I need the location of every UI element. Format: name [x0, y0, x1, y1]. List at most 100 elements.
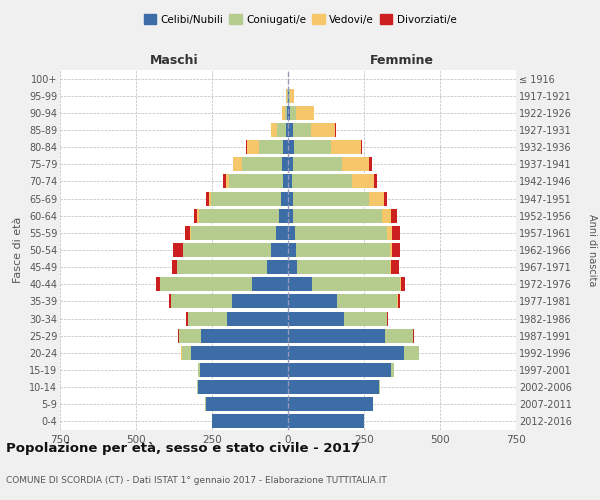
Text: Femmine: Femmine [370, 54, 434, 66]
Bar [397, 294, 398, 308]
Bar [173, 243, 182, 257]
Bar [251, 278, 288, 291]
Legend: Celibi/Nubili, Coniugati/e, Vedovi/e, Divorziati/e: Celibi/Nubili, Coniugati/e, Vedovi/e, Di… [139, 10, 461, 29]
Bar [288, 88, 289, 102]
Bar [282, 158, 288, 172]
Bar [392, 243, 400, 257]
Bar [227, 312, 288, 326]
Bar [186, 312, 188, 326]
Bar [229, 174, 283, 188]
Bar [271, 123, 277, 137]
Bar [344, 312, 387, 326]
Bar [288, 346, 404, 360]
Bar [288, 123, 293, 137]
Text: Popolazione per età, sesso e stato civile - 2017: Popolazione per età, sesso e stato civil… [6, 442, 360, 455]
Bar [182, 243, 183, 257]
Bar [200, 363, 288, 377]
Bar [390, 260, 391, 274]
Bar [335, 123, 336, 137]
Bar [337, 294, 397, 308]
Bar [313, 278, 400, 291]
Bar [177, 260, 267, 274]
Bar [391, 363, 394, 377]
Bar [197, 380, 199, 394]
Bar [179, 328, 202, 342]
Bar [331, 140, 361, 154]
Bar [191, 226, 276, 240]
Bar [288, 278, 313, 291]
Bar [288, 414, 364, 428]
Bar [194, 208, 197, 222]
Text: Maschi: Maschi [149, 54, 199, 66]
Bar [211, 192, 281, 205]
Bar [295, 226, 388, 240]
Bar [342, 158, 370, 172]
Bar [169, 294, 171, 308]
Bar [398, 294, 400, 308]
Bar [352, 174, 374, 188]
Bar [385, 328, 413, 342]
Bar [400, 278, 401, 291]
Bar [292, 174, 352, 188]
Bar [294, 140, 331, 154]
Bar [282, 106, 284, 120]
Bar [199, 380, 288, 394]
Bar [293, 192, 368, 205]
Bar [382, 208, 391, 222]
Bar [288, 328, 385, 342]
Bar [191, 346, 288, 360]
Bar [232, 294, 288, 308]
Bar [226, 174, 229, 188]
Bar [288, 294, 337, 308]
Bar [188, 312, 227, 326]
Bar [391, 260, 399, 274]
Bar [392, 226, 400, 240]
Bar [197, 208, 199, 222]
Bar [288, 208, 293, 222]
Bar [288, 192, 293, 205]
Bar [290, 106, 296, 120]
Bar [280, 208, 288, 222]
Bar [160, 278, 251, 291]
Bar [293, 208, 382, 222]
Bar [404, 346, 419, 360]
Bar [384, 192, 388, 205]
Bar [288, 158, 293, 172]
Bar [212, 414, 288, 428]
Bar [368, 192, 384, 205]
Bar [190, 226, 191, 240]
Text: Anni di nascita: Anni di nascita [587, 214, 597, 286]
Bar [233, 158, 242, 172]
Bar [281, 192, 288, 205]
Bar [391, 208, 397, 222]
Bar [209, 192, 211, 205]
Bar [182, 346, 191, 360]
Bar [293, 158, 342, 172]
Bar [288, 226, 295, 240]
Bar [390, 243, 392, 257]
Bar [361, 140, 362, 154]
Bar [286, 123, 288, 137]
Bar [288, 140, 294, 154]
Bar [288, 398, 373, 411]
Bar [297, 260, 390, 274]
Bar [267, 260, 288, 274]
Bar [276, 226, 288, 240]
Bar [199, 363, 200, 377]
Bar [247, 140, 259, 154]
Bar [172, 260, 177, 274]
Bar [293, 123, 311, 137]
Bar [287, 106, 288, 120]
Bar [401, 278, 405, 291]
Bar [387, 312, 388, 326]
Bar [185, 226, 190, 240]
Bar [296, 106, 314, 120]
Bar [206, 398, 288, 411]
Bar [370, 158, 372, 172]
Text: COMUNE DI SCORDIA (CT) - Dati ISTAT 1° gennaio 2017 - Elaborazione TUTTITALIA.IT: COMUNE DI SCORDIA (CT) - Dati ISTAT 1° g… [6, 476, 387, 485]
Bar [288, 106, 290, 120]
Bar [259, 140, 283, 154]
Bar [277, 123, 286, 137]
Bar [183, 243, 271, 257]
Bar [290, 88, 294, 102]
